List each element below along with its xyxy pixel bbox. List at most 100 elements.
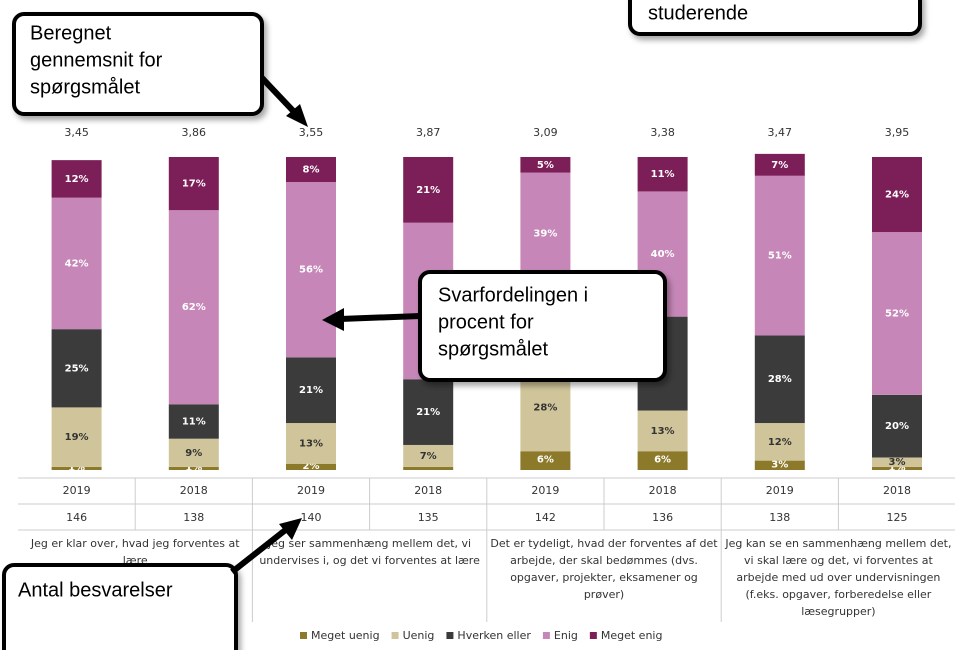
- bar-segment: [51, 466, 102, 470]
- data-label: 3%: [889, 457, 906, 468]
- arrow: [259, 75, 301, 119]
- arrow-head: [279, 518, 302, 540]
- count-label: 136: [652, 511, 673, 524]
- bar-segment: [637, 410, 688, 452]
- data-label: 40%: [651, 249, 675, 260]
- data-label: 3%: [771, 459, 788, 470]
- callout-text: Antal besvarelser: [18, 579, 173, 601]
- data-label: 24%: [885, 190, 909, 201]
- bar-segment: [872, 232, 922, 395]
- bar-segment: [872, 466, 922, 470]
- year-label: 2019: [766, 484, 794, 497]
- legend-label: Enig: [554, 629, 578, 642]
- bar-segment: [754, 460, 805, 470]
- data-label: 13%: [651, 426, 675, 437]
- question-text: arbejde, der skal bedømmes (dvs.: [510, 554, 698, 567]
- data-label: 42%: [65, 258, 89, 269]
- data-label: 8%: [303, 165, 320, 176]
- year-label: 2018: [649, 484, 677, 497]
- data-label: 62%: [182, 302, 206, 313]
- data-label: 12%: [65, 174, 89, 185]
- callout-text: gennemsnit for: [30, 49, 163, 71]
- data-label: 9%: [185, 448, 202, 459]
- bar-segment: [520, 451, 571, 470]
- legend-swatch: [300, 632, 307, 639]
- bar-segment: [286, 423, 336, 464]
- count-label: 138: [769, 511, 790, 524]
- callouts: Beregnet gennemsnit for spørgsmålet studere…: [2, 0, 922, 650]
- data-label: 28%: [768, 374, 792, 385]
- legend-swatch: [542, 632, 550, 639]
- bar-segment: [286, 357, 336, 424]
- data-label: 11%: [182, 416, 206, 427]
- data-label: 25%: [65, 363, 89, 374]
- count-label: 146: [66, 511, 87, 524]
- data-label: 13%: [299, 438, 323, 449]
- average-label: 3,95: [885, 126, 910, 139]
- callout-box: [12, 12, 264, 116]
- bar-segment: [754, 335, 805, 424]
- average-label: 3,45: [64, 126, 89, 139]
- data-label: 7%: [420, 451, 437, 462]
- question-text: undervises i, og det vi forventes at lær…: [259, 554, 480, 567]
- arrow-head: [322, 308, 344, 331]
- data-label: 1%: [185, 462, 202, 473]
- question-text: (f.eks. opgaver, forberedelse eller: [745, 588, 931, 601]
- data-label: 21%: [299, 385, 323, 396]
- legend-swatch: [391, 632, 399, 639]
- bar-segment: [403, 157, 454, 223]
- arrow-head: [286, 104, 308, 127]
- count-label: 138: [183, 511, 204, 524]
- bar-segment: [872, 457, 922, 467]
- data-label: 5%: [537, 160, 554, 171]
- data-label: 21%: [416, 185, 440, 196]
- average-label: 3,09: [533, 126, 558, 139]
- callout-text: spørgsmålet: [438, 338, 548, 360]
- bar-segment: [168, 466, 219, 470]
- bar-segment: [637, 451, 688, 470]
- bar-segment: [872, 394, 922, 458]
- question-text: Jeg ser sammenhæng mellem det, vi: [267, 537, 471, 550]
- year-label: 2018: [883, 484, 911, 497]
- arrow: [230, 525, 290, 575]
- average-label: 3,55: [299, 126, 324, 139]
- bar-segment: [754, 423, 805, 461]
- legend-label: Uenig: [403, 629, 435, 642]
- year-label: 2018: [180, 484, 208, 497]
- bar-segment: [168, 438, 219, 467]
- count-label: 142: [535, 511, 556, 524]
- question-text: læsegrupper): [801, 605, 875, 618]
- bar-segment: [520, 157, 571, 173]
- bar-segment: [286, 463, 336, 470]
- data-label: 17%: [182, 179, 206, 190]
- data-label: 6%: [654, 455, 671, 466]
- bar-segment: [754, 153, 805, 176]
- bar-segment: [754, 175, 805, 336]
- average-label: 3,38: [650, 126, 675, 139]
- data-label: 11%: [651, 169, 675, 180]
- data-label: 28%: [533, 402, 557, 413]
- callout-text: Svarfordelingen i: [438, 284, 588, 306]
- data-label: 1%: [68, 462, 85, 473]
- callout-box: [628, 0, 922, 36]
- bar-segment: [403, 466, 454, 470]
- data-label: 56%: [299, 265, 323, 276]
- arrow: [339, 313, 421, 322]
- bar-segment: [403, 444, 454, 467]
- callout-box: [2, 563, 238, 650]
- average-label: 3,47: [768, 126, 793, 139]
- question-text: vi skal lære og det, vi forventes at: [744, 554, 933, 567]
- legend-label: Meget enig: [601, 629, 663, 642]
- bar-segment: [168, 157, 219, 211]
- callout-box: [418, 270, 667, 382]
- bar-segment: [286, 182, 336, 358]
- average-label: 3,87: [416, 126, 441, 139]
- legend-swatch: [589, 632, 597, 639]
- data-label: 20%: [885, 421, 909, 432]
- data-label: 21%: [416, 407, 440, 418]
- bar-segment: [637, 157, 688, 192]
- bar-segment: [168, 404, 219, 439]
- year-label: 2019: [531, 484, 559, 497]
- question-text: Det er tydeligt, hvad der forventes af d…: [490, 537, 718, 550]
